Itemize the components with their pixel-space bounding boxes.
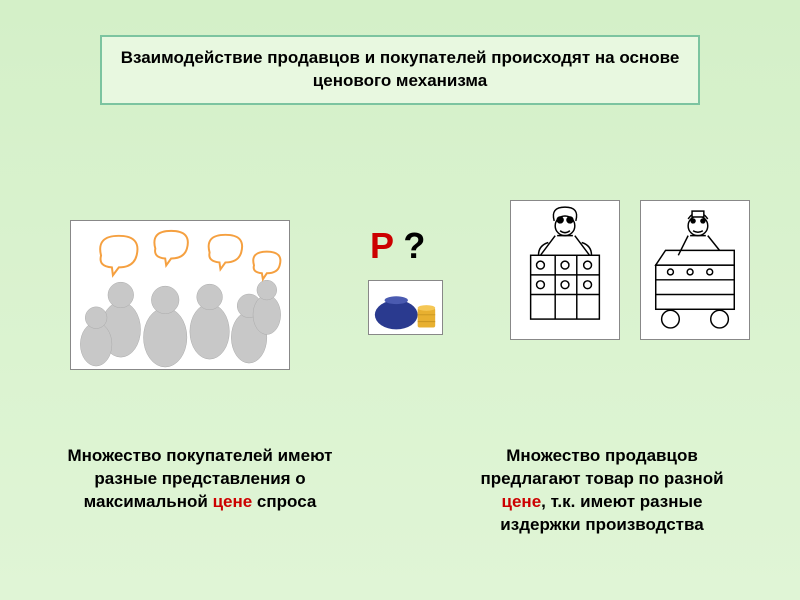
purse-image [368,280,443,335]
vendor-cart-icon [641,200,749,340]
title-text: Взаимодействие продавцов и покупателей п… [121,48,680,90]
people-crowd-icon [71,221,289,369]
sellers-caption-highlight: цене [502,492,542,511]
buyers-image [70,220,290,370]
seller-image-2 [640,200,750,340]
vendor-stand-icon [511,200,619,340]
purse-icon [369,280,442,335]
sellers-caption-pre: Множество продавцов предлагают товар по … [480,446,723,488]
price-letter: P [370,225,393,266]
buyers-caption: Множество покупателей имеют разные предс… [60,445,340,514]
buyers-caption-highlight: цене [213,492,253,511]
sellers-caption: Множество продавцов предлагают товар по … [462,445,742,537]
title-box: Взаимодействие продавцов и покупателей п… [100,35,700,105]
buyers-caption-post: спроса [252,492,316,511]
seller-image-1 [510,200,620,340]
question-mark: ? [403,225,425,266]
center-price-label: P ? [370,225,425,267]
